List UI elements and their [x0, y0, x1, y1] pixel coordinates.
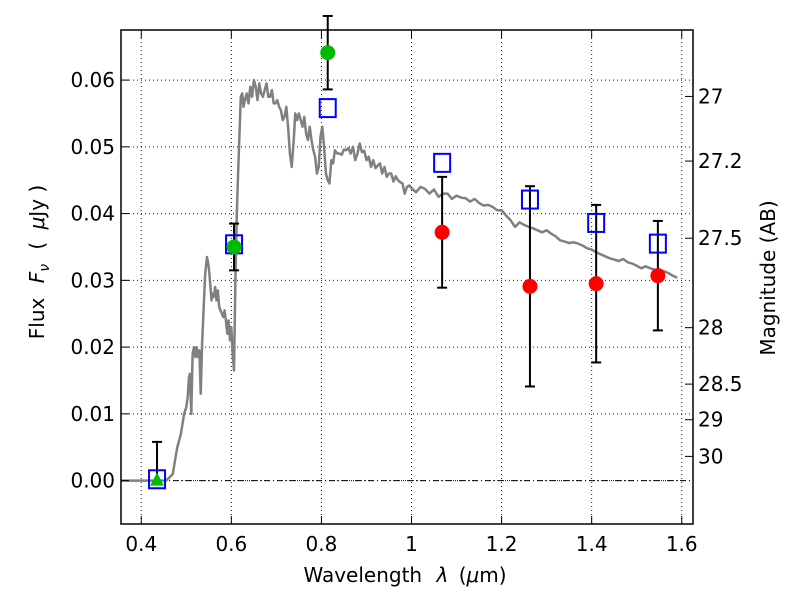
x-tick-label: 1.6	[666, 532, 698, 556]
y-axis-unit-rest: Jy )	[25, 185, 49, 219]
y-axis-title: Flux Fν ( μJy )	[25, 185, 54, 339]
mag-tick-label: 28	[698, 316, 723, 340]
x-axis-unit-open: (	[459, 563, 467, 587]
mag-tick-label: 29	[698, 408, 723, 432]
y-axis-symbol: F	[25, 271, 49, 283]
y-tick-labels: 0.00 0.01 0.02 0.03 0.04 0.05 0.06	[70, 68, 115, 493]
x-axis-symbol: λ	[435, 563, 448, 587]
model-square	[520, 189, 539, 210]
y-axis-unit-mu: μ	[25, 217, 49, 231]
model-square	[587, 212, 606, 233]
x-axis-unit-mu: μ	[466, 563, 480, 587]
y2-axis-title: Magnitude (AB)	[756, 200, 780, 355]
y-axis-unit-open: (	[25, 242, 49, 250]
x-tick-labels: 0.4 0.6 0.8 1 1.2 1.4 1.6	[125, 532, 697, 556]
observed-circle	[522, 278, 538, 294]
plot-frame	[120, 29, 694, 525]
y-tick-label: 0.01	[70, 402, 115, 426]
model-square	[648, 233, 667, 254]
mag-tick-label: 30	[698, 444, 723, 468]
observed-points	[150, 45, 666, 486]
mag-tick-label: 27	[698, 84, 723, 108]
x-tick-label: 1.2	[486, 532, 518, 556]
model-square	[148, 469, 167, 490]
y-tick-label: 0.06	[70, 68, 115, 92]
y-tick-label: 0.00	[70, 469, 115, 493]
x-tick-label: 0.6	[215, 532, 247, 556]
magnitude-tick-labels: 27 27.2 27.5 28 28.5 29 30	[698, 84, 743, 468]
y-axis-title-text: Flux	[25, 297, 49, 339]
x-tick-label: 1.4	[576, 532, 608, 556]
observed-circle	[320, 45, 336, 61]
axis-ticks	[121, 30, 693, 524]
model-sed-line	[121, 78, 678, 482]
x-axis-title: Wavelength λ (μm)	[303, 563, 506, 587]
mag-tick-label: 28.5	[698, 372, 743, 396]
observed-triangle	[150, 472, 165, 486]
y-tick-label: 0.04	[70, 202, 115, 226]
x-axis-unit-rest: m)	[479, 563, 506, 587]
model-square	[433, 152, 452, 173]
mag-tick-label: 27.5	[698, 226, 743, 250]
y-tick-label: 0.05	[70, 135, 115, 159]
model-square	[318, 98, 337, 119]
mag-tick-label: 27.2	[698, 149, 743, 173]
y-tick-label: 0.03	[70, 268, 115, 292]
observed-circle	[434, 224, 450, 240]
x-tick-label: 0.4	[125, 532, 157, 556]
y-tick-label: 0.02	[70, 335, 115, 359]
observed-circle	[650, 268, 666, 284]
y-axis-subscript: ν	[37, 264, 53, 272]
x-axis-title-text: Wavelength	[303, 563, 422, 587]
observed-circle	[588, 276, 604, 292]
x-tick-label: 1	[405, 532, 418, 556]
x-tick-label: 0.8	[306, 532, 338, 556]
observed-circle	[226, 239, 242, 255]
